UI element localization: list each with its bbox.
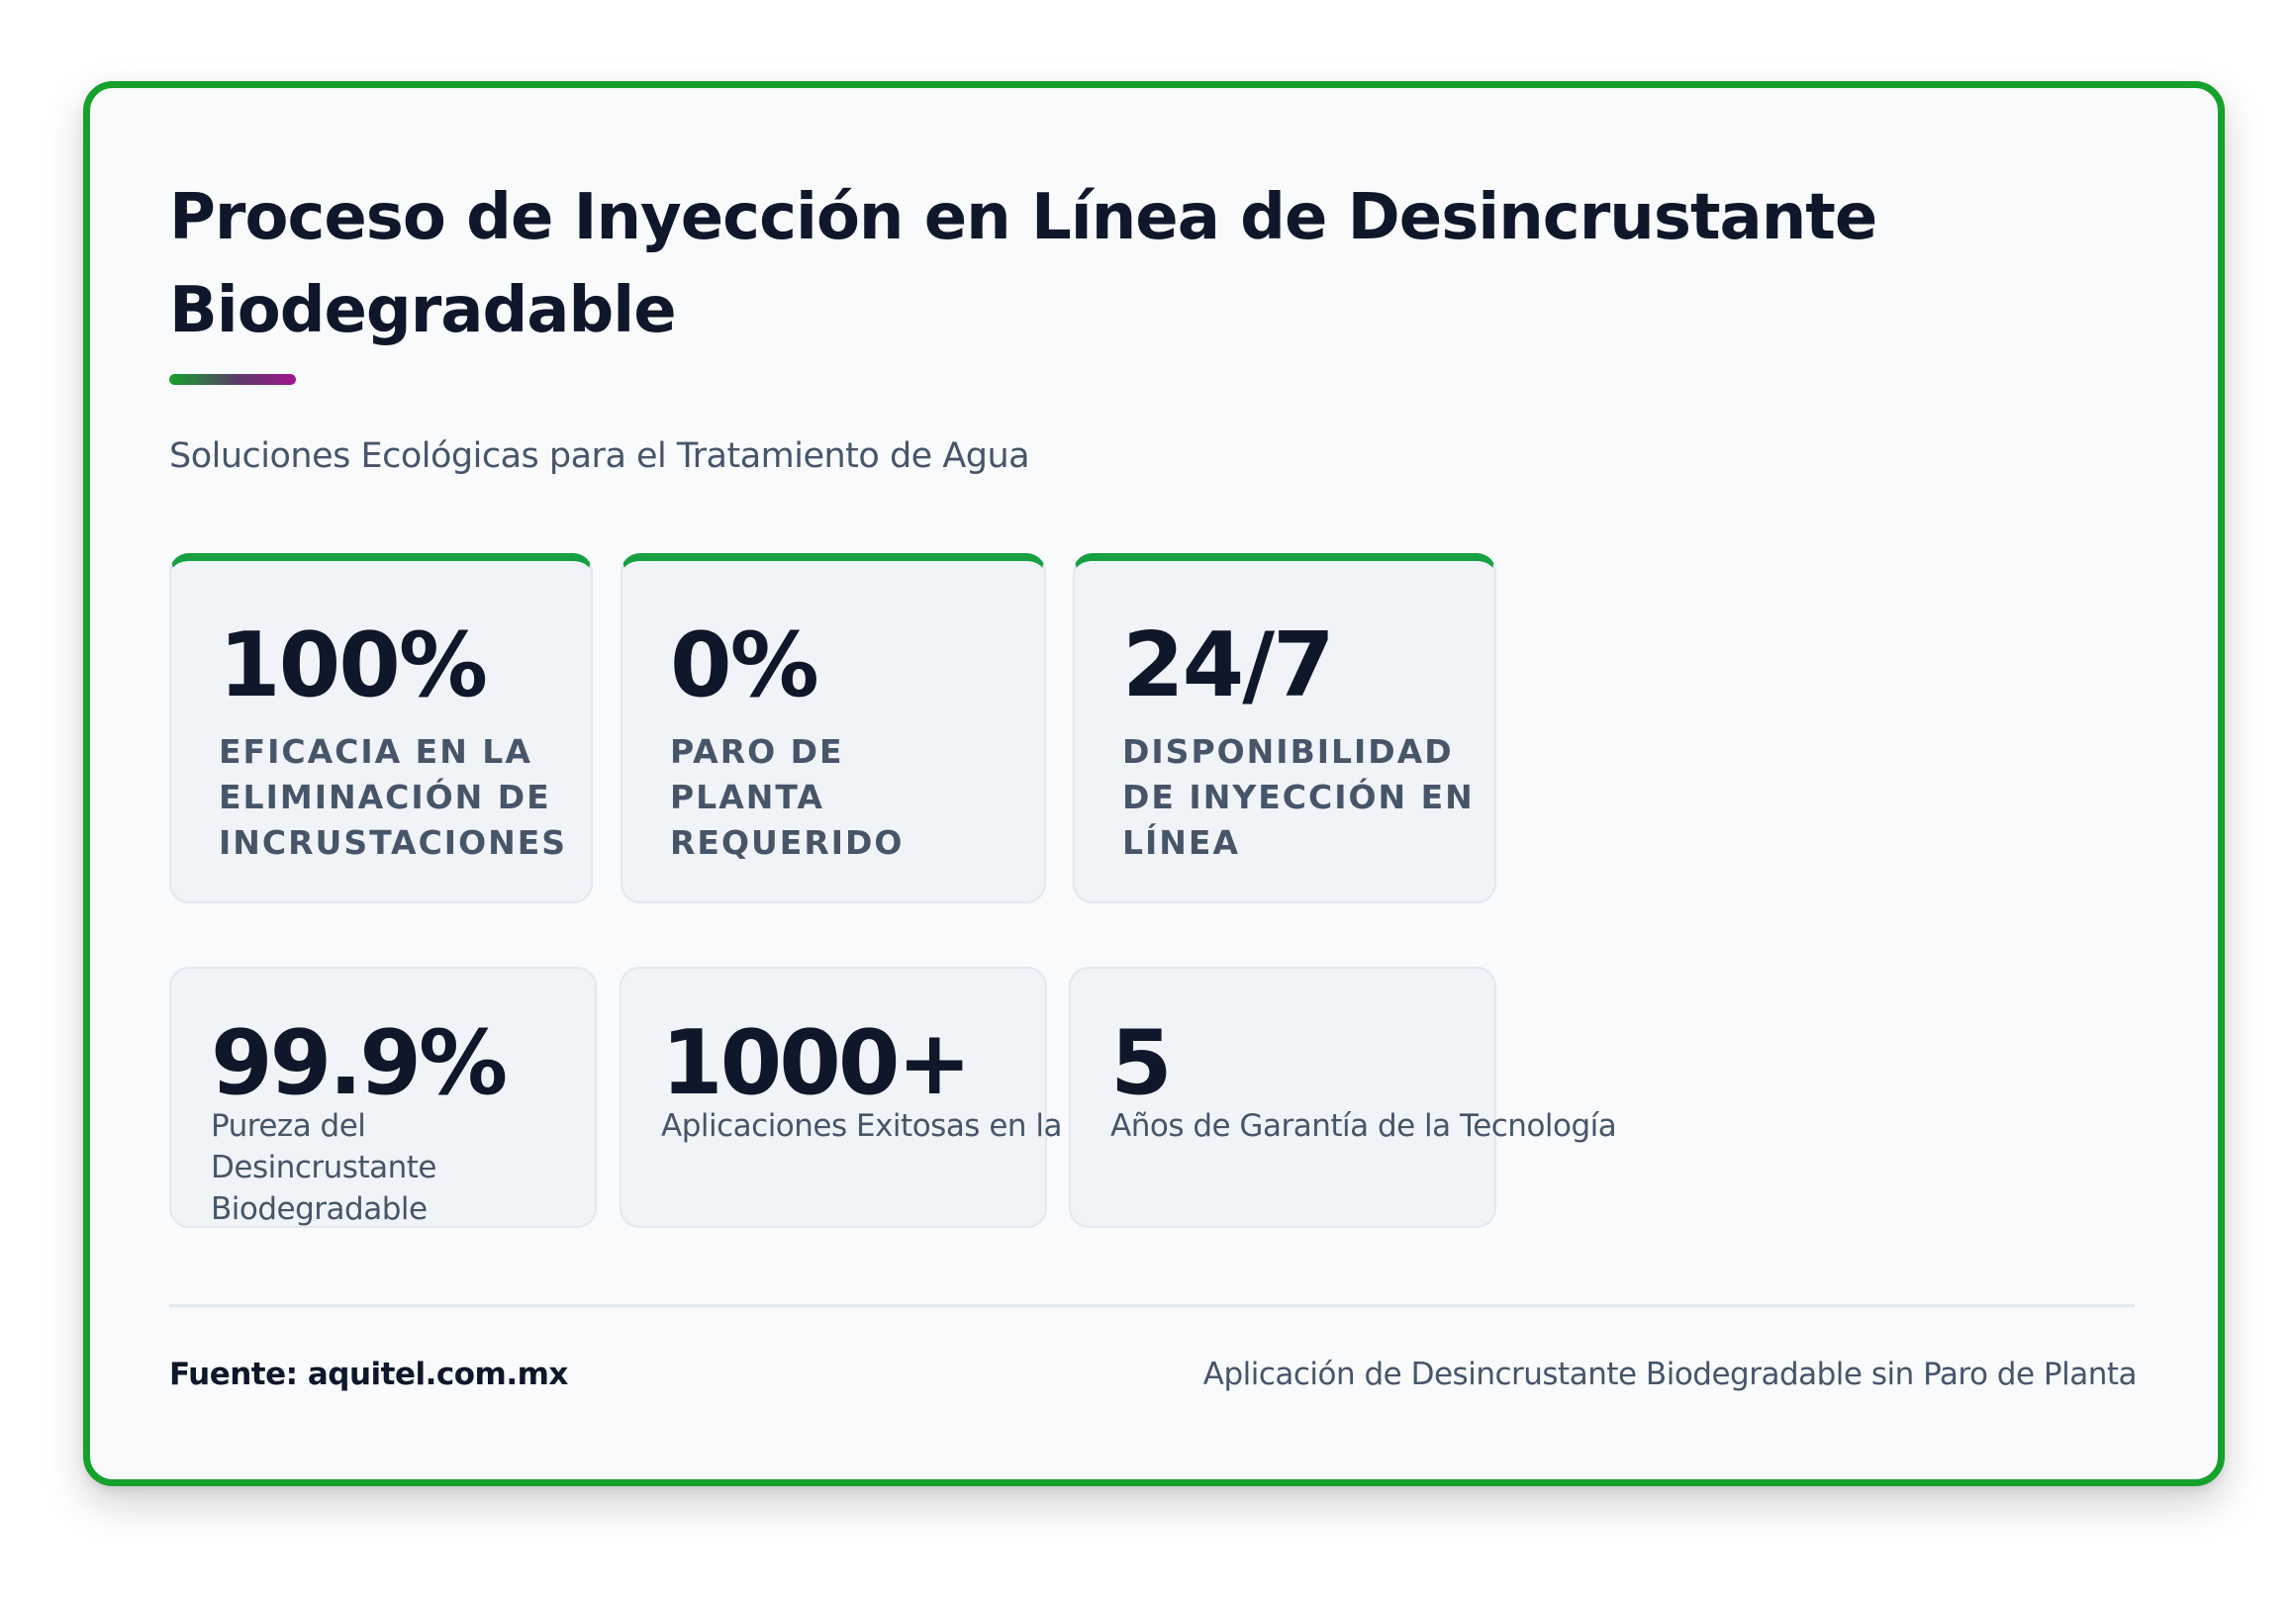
infographic-card: Proceso de Inyección en Línea de Desincr…	[83, 81, 2225, 1486]
stat-value: 1000+	[661, 1011, 972, 1115]
stat-value: 100%	[219, 613, 488, 717]
stat-card-plant-stop: 0% Paro de Planta Requerido	[621, 553, 1046, 903]
stat-label: Disponibilidad de Inyección en Línea	[1122, 732, 1475, 862]
page-title: Proceso de Inyección en Línea de Desincr…	[169, 181, 1877, 347]
page-subtitle: Soluciones Ecológicas para el Tratamient…	[169, 436, 1030, 476]
stat-label: Años de Garantía de la Tecnología	[1110, 1108, 1617, 1144]
stat-card-efficacy: 100% Eficacia en la Eliminación de Incru…	[169, 553, 593, 903]
stat-label: Pureza del Desincrustante Biodegradable	[211, 1108, 436, 1227]
stat-value: 0%	[670, 613, 819, 717]
stat-card-warranty: 5 Años de Garantía de la Tecnología	[1069, 967, 1617, 1228]
stat-label: Eficacia en la Eliminación de Incrustaci…	[219, 732, 568, 862]
stat-value: 99.9%	[211, 1011, 508, 1115]
stat-card-purity: 99.9% Pureza del Desincrustante Biodegra…	[169, 967, 597, 1228]
footer-note: Aplicación de Desincrustante Biodegradab…	[1202, 1357, 2138, 1392]
stat-card-availability: 24/7 Disponibilidad de Inyección en Líne…	[1073, 553, 1496, 903]
source-credit: Fuente: aquitel.com.mx	[169, 1357, 568, 1392]
stat-value: 5	[1110, 1011, 1173, 1115]
stat-value: 24/7	[1122, 613, 1335, 717]
footer-divider	[169, 1304, 2135, 1307]
stat-label: Paro de Planta Requerido	[670, 732, 905, 862]
title-underline	[169, 374, 296, 385]
stat-card-applications: 1000+ Aplicaciones Exitosas en la Indust…	[620, 967, 1202, 1228]
